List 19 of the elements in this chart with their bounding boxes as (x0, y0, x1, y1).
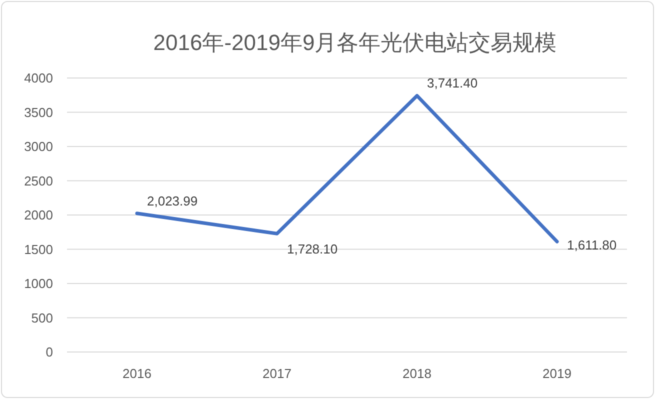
y-tick-label: 2000 (24, 208, 53, 222)
x-tick-label: 2018 (402, 366, 432, 381)
line-series (135, 94, 559, 244)
y-tick-label: 1000 (24, 276, 53, 291)
data-label: 1,728.10 (287, 242, 338, 257)
y-tick-label: 500 (31, 310, 53, 326)
x-tick-label: 2019 (542, 366, 572, 381)
data-label: 2,023.99 (147, 193, 198, 208)
data-label: 1,611.80 (567, 238, 617, 253)
y-tick-label: 3000 (24, 139, 53, 154)
y-tick-label: 4000 (24, 70, 53, 86)
x-tick-label: 2016 (122, 366, 152, 381)
chart-title: 2016年-2019年9月各年光伏电站交易规模 (153, 30, 557, 55)
y-tick-label: 3500 (24, 104, 53, 120)
data-label: 3,741.40 (427, 76, 478, 91)
x-tick-label: 2017 (262, 366, 292, 381)
y-tick-label: 2500 (24, 173, 53, 188)
y-tick-label: 0 (46, 344, 53, 360)
y-tick-label: 1500 (24, 242, 53, 257)
